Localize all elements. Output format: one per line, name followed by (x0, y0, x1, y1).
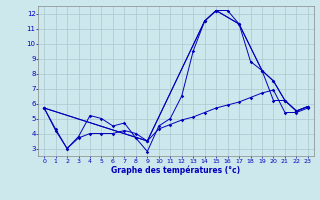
X-axis label: Graphe des températures (°c): Graphe des températures (°c) (111, 165, 241, 175)
